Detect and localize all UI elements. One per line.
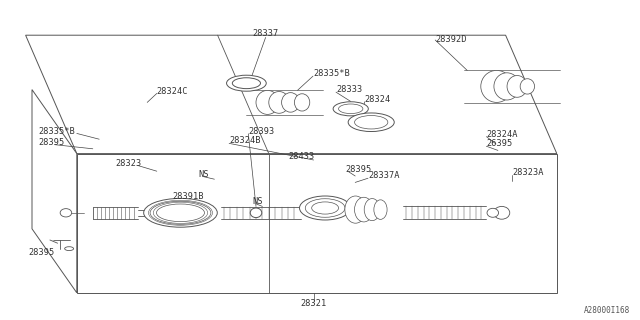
Text: NS: NS: [253, 197, 263, 206]
Ellipse shape: [250, 208, 262, 218]
Ellipse shape: [494, 206, 509, 219]
Ellipse shape: [305, 199, 345, 217]
Ellipse shape: [300, 196, 351, 220]
Ellipse shape: [355, 197, 373, 222]
Text: 28392D: 28392D: [435, 36, 467, 44]
Ellipse shape: [156, 204, 205, 221]
Polygon shape: [32, 90, 77, 293]
Text: 26395: 26395: [486, 140, 513, 148]
Ellipse shape: [355, 116, 388, 129]
Ellipse shape: [333, 102, 369, 116]
Polygon shape: [77, 154, 557, 293]
Ellipse shape: [348, 113, 394, 132]
Text: 28335*B: 28335*B: [38, 127, 75, 136]
Text: 28395: 28395: [28, 248, 55, 257]
Ellipse shape: [232, 78, 260, 89]
Ellipse shape: [269, 92, 289, 113]
Ellipse shape: [481, 70, 513, 102]
Text: 28324C: 28324C: [157, 87, 188, 96]
Text: 28335*B: 28335*B: [314, 69, 350, 78]
Text: NS: NS: [198, 170, 209, 179]
Text: 28395: 28395: [346, 165, 372, 174]
Ellipse shape: [507, 76, 527, 97]
Ellipse shape: [312, 202, 339, 214]
Text: 28324A: 28324A: [486, 130, 518, 139]
Ellipse shape: [345, 196, 366, 223]
Text: 28433: 28433: [288, 152, 314, 161]
Ellipse shape: [143, 198, 218, 227]
Text: 28337A: 28337A: [368, 172, 399, 180]
Polygon shape: [26, 35, 557, 154]
Text: 28391B: 28391B: [173, 192, 204, 201]
Ellipse shape: [150, 201, 211, 224]
Text: 28337: 28337: [252, 29, 279, 38]
Text: 28324: 28324: [365, 95, 391, 104]
Ellipse shape: [256, 90, 279, 114]
Ellipse shape: [374, 200, 387, 220]
Text: 28323: 28323: [115, 159, 141, 168]
Text: 28393: 28393: [248, 127, 275, 136]
Ellipse shape: [487, 208, 499, 217]
Ellipse shape: [65, 247, 74, 251]
Text: 28321: 28321: [300, 299, 327, 308]
Ellipse shape: [294, 94, 310, 111]
Ellipse shape: [227, 75, 266, 91]
Text: 28395: 28395: [38, 138, 65, 147]
Ellipse shape: [282, 92, 300, 112]
Text: 28333: 28333: [336, 85, 362, 94]
Text: 28324B: 28324B: [229, 136, 260, 145]
Ellipse shape: [494, 73, 520, 100]
Ellipse shape: [364, 198, 380, 221]
Ellipse shape: [60, 209, 72, 217]
Text: A28000I168: A28000I168: [584, 306, 630, 315]
Text: 28323A: 28323A: [512, 168, 543, 177]
Ellipse shape: [520, 79, 534, 94]
Ellipse shape: [339, 104, 363, 114]
